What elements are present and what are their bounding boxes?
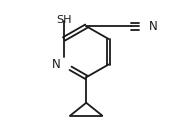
Text: N: N xyxy=(149,20,158,33)
Text: SH: SH xyxy=(56,15,72,25)
Text: N: N xyxy=(52,58,60,71)
